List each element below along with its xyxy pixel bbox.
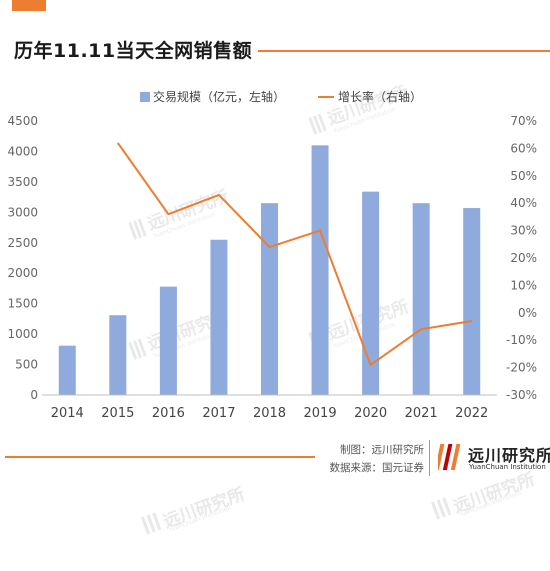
logo-name-en: YuanChuan Institution — [469, 463, 546, 471]
y-right-tick-label: 10% — [510, 278, 537, 292]
y-right-tick-label: 50% — [510, 169, 537, 183]
y-right-tick-label: 70% — [510, 114, 537, 128]
y-right-tick-label: -20% — [506, 361, 537, 375]
legend-bar-swatch — [140, 92, 150, 102]
x-axis: 2014 2015 2016 2017 2018 2019 2020 2021 2022 — [51, 406, 489, 421]
bar-2017 — [210, 239, 228, 395]
y-left-tick-label: 4000 — [7, 144, 38, 158]
y-axis-right: -30% -20% -10% 0% 10% 20% 30% 40% 50% 60% 70% — [506, 114, 537, 402]
y-right-tick-label: -10% — [506, 333, 537, 347]
title-underline — [258, 50, 550, 52]
y-left-tick-label: 1500 — [7, 297, 38, 311]
credits-divider — [429, 440, 430, 476]
y-left-tick-label: 1000 — [7, 327, 38, 341]
bar-2022 — [463, 208, 481, 395]
credits: 制图：远川研究所 数据来源：国元证券 — [300, 441, 425, 477]
brand-logo: 远川研究所 YuanChuan Institution — [434, 441, 550, 475]
y-left-tick-label: 4500 — [7, 114, 38, 128]
y-left-tick-label: 3500 — [7, 175, 38, 189]
y-right-tick-label: 30% — [510, 224, 537, 238]
bar-series — [58, 145, 481, 395]
logo-mark-icon — [434, 444, 461, 470]
x-tick-label: 2015 — [101, 406, 134, 421]
x-tick-label: 2017 — [202, 406, 235, 421]
y-right-tick-label: 60% — [510, 141, 537, 155]
y-axis-left: 0 500 1000 1500 2000 2500 3000 3500 4000 4500 — [7, 114, 38, 402]
y-left-tick-label: 0 — [30, 388, 38, 402]
x-tick-label: 2018 — [253, 406, 286, 421]
x-tick-label: 2022 — [455, 406, 488, 421]
line-series — [117, 142, 472, 366]
y-right-tick-label: -30% — [506, 388, 537, 402]
bar-2020 — [362, 191, 380, 395]
chart-legend: 交易规模（亿元，左轴） 增长率（右轴） — [140, 89, 422, 104]
bar-2019 — [311, 145, 329, 395]
x-tick-label: 2019 — [304, 406, 337, 421]
corner-accent-block — [12, 0, 46, 11]
page-title: 历年11.11当天全网销售额 — [14, 40, 253, 62]
credit-source: 数据来源：国元证券 — [329, 462, 425, 474]
growth-rate-line — [117, 142, 472, 366]
bar-2018 — [261, 203, 278, 395]
logo-name: 远川研究所 — [468, 446, 550, 465]
footer-divider-line — [5, 456, 315, 458]
y-left-tick-label: 500 — [15, 358, 38, 372]
x-tick-label: 2021 — [405, 406, 438, 421]
x-tick-label: 2020 — [354, 406, 387, 421]
y-left-tick-label: 2500 — [7, 236, 38, 250]
legend-line-label: 增长率（右轴） — [338, 89, 422, 104]
bar-2021 — [412, 203, 430, 395]
y-right-tick-label: 20% — [510, 251, 537, 265]
y-left-tick-label: 3000 — [7, 205, 38, 219]
bar-2015 — [109, 315, 127, 395]
y-left-tick-label: 2000 — [7, 266, 38, 280]
x-tick-label: 2014 — [51, 406, 84, 421]
y-right-tick-label: 40% — [510, 196, 537, 210]
credit-made-by: 制图：远川研究所 — [340, 444, 424, 456]
y-right-tick-label: 0% — [518, 306, 537, 320]
legend-bar-label: 交易规模（亿元，左轴） — [153, 89, 285, 104]
x-tick-label: 2016 — [152, 406, 185, 421]
bar-2016 — [159, 286, 177, 395]
bar-2014 — [58, 345, 76, 395]
